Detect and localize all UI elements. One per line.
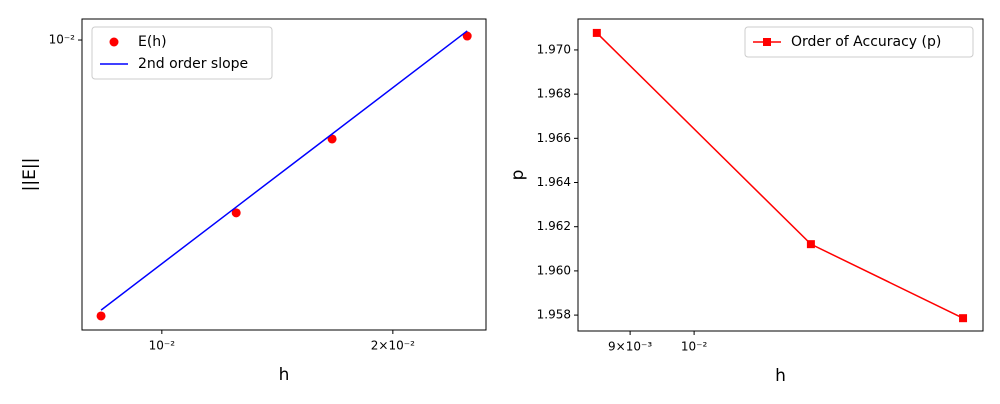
series-line <box>100 30 468 311</box>
legend-box <box>91 26 273 80</box>
y-tick-label: 1.958 <box>537 308 571 322</box>
y-tick-label: 1.962 <box>537 219 571 233</box>
series-line <box>596 32 964 319</box>
y-axis-label: p <box>508 170 528 181</box>
x-tick-label: 9×10⁻³ <box>608 340 652 354</box>
x-tick-label: 2×10⁻² <box>371 339 415 353</box>
y-tick-label: 1.966 <box>537 131 571 145</box>
legend-label: E(h) <box>138 34 167 50</box>
marker <box>592 28 601 37</box>
x-axis-label: h <box>279 365 290 385</box>
axes-frame <box>81 18 487 331</box>
x-tick-label: 10⁻² <box>681 340 708 354</box>
y-tick-label: 1.968 <box>537 87 571 101</box>
y-tick-label: 10⁻² <box>49 33 76 47</box>
marker <box>231 208 241 218</box>
legend-label: 2nd order slope <box>138 56 248 72</box>
legend-label: Order of Accuracy (p) <box>791 34 941 50</box>
legend-box <box>744 26 974 58</box>
axes-frame <box>577 18 984 332</box>
marker <box>327 134 337 144</box>
legend-marker <box>763 38 771 46</box>
y-axis-label: ||E|| <box>20 158 40 192</box>
y-tick-label: 1.960 <box>537 263 571 277</box>
marker <box>806 240 815 249</box>
x-axis-label: h <box>775 366 786 386</box>
x-tick-label: 10⁻² <box>149 339 176 353</box>
marker <box>959 314 968 323</box>
marker <box>462 31 472 41</box>
marker <box>96 311 106 321</box>
y-tick-label: 1.964 <box>537 175 571 189</box>
y-tick-label: 1.970 <box>537 42 571 56</box>
legend-marker <box>109 37 119 47</box>
